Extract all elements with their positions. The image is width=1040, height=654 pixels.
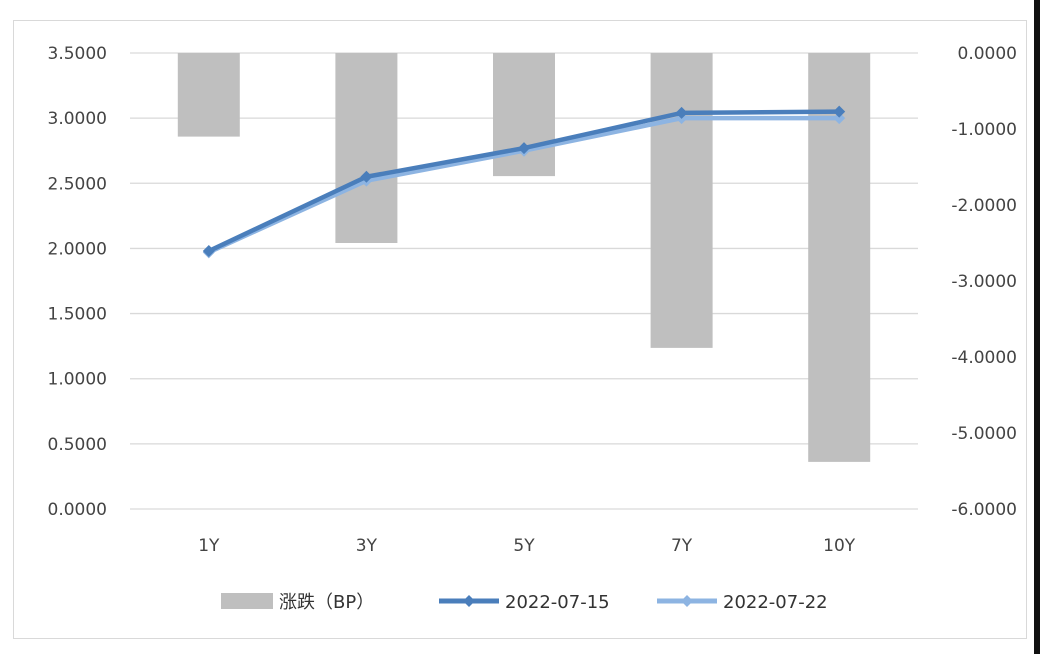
legend-label: 2022-07-22 [723,592,828,613]
x-tick-label: 5Y [513,536,535,556]
x-tick-label: 3Y [356,536,378,556]
legend-marker [463,595,475,607]
left-tick-label: 2.0000 [48,239,107,259]
right-axis-ticks: -6.0000 -5.0000 -4.0000 -3.0000 -2.0000 -1.00… [951,44,1017,520]
bar [335,53,398,243]
right-tick-label: -2.0000 [951,196,1017,216]
x-tick-label: 10Y [823,536,856,556]
legend-label: 涨跌（BP） [279,592,374,613]
left-tick-label: 0.5000 [48,435,107,455]
legend-marker [681,595,693,607]
left-tick-label: 3.5000 [48,44,107,64]
right-tick-label: -3.0000 [951,272,1017,292]
left-tick-label: 3.0000 [48,109,107,129]
legend-label: 2022-07-15 [505,592,610,613]
bar [493,53,555,177]
bar-series [177,53,871,462]
right-tick-label: -4.0000 [951,348,1017,368]
bar [650,53,713,348]
data-point [833,105,846,118]
window-edge [1034,0,1040,654]
data-point [202,245,215,258]
right-tick-label: -6.0000 [951,500,1017,520]
data-point [518,142,530,155]
bar [177,53,240,137]
left-axis-ticks: 0.0000 0.5000 1.0000 1.5000 2.0000 2.5000 3.00… [48,44,107,520]
left-tick-label: 1.5000 [48,305,107,325]
left-tick-label: 1.0000 [48,370,107,390]
data-point [360,170,373,183]
data-point [833,112,846,125]
x-axis-ticks: 1Y 3Y 5Y 7Y 10Y [198,536,856,556]
right-tick-label: -5.0000 [951,424,1017,444]
x-tick-label: 7Y [671,536,693,556]
legend: 涨跌（BP） 2022-07-15 2022-07-22 [221,592,828,613]
data-point [675,106,688,119]
x-tick-label: 1Y [198,536,220,556]
right-tick-label: -1.0000 [951,120,1017,140]
line-series [202,105,846,259]
left-tick-label: 2.5000 [48,174,107,194]
left-tick-label: 0.0000 [48,500,107,520]
right-tick-label: 0.0000 [958,44,1017,64]
legend-swatch [221,593,273,609]
